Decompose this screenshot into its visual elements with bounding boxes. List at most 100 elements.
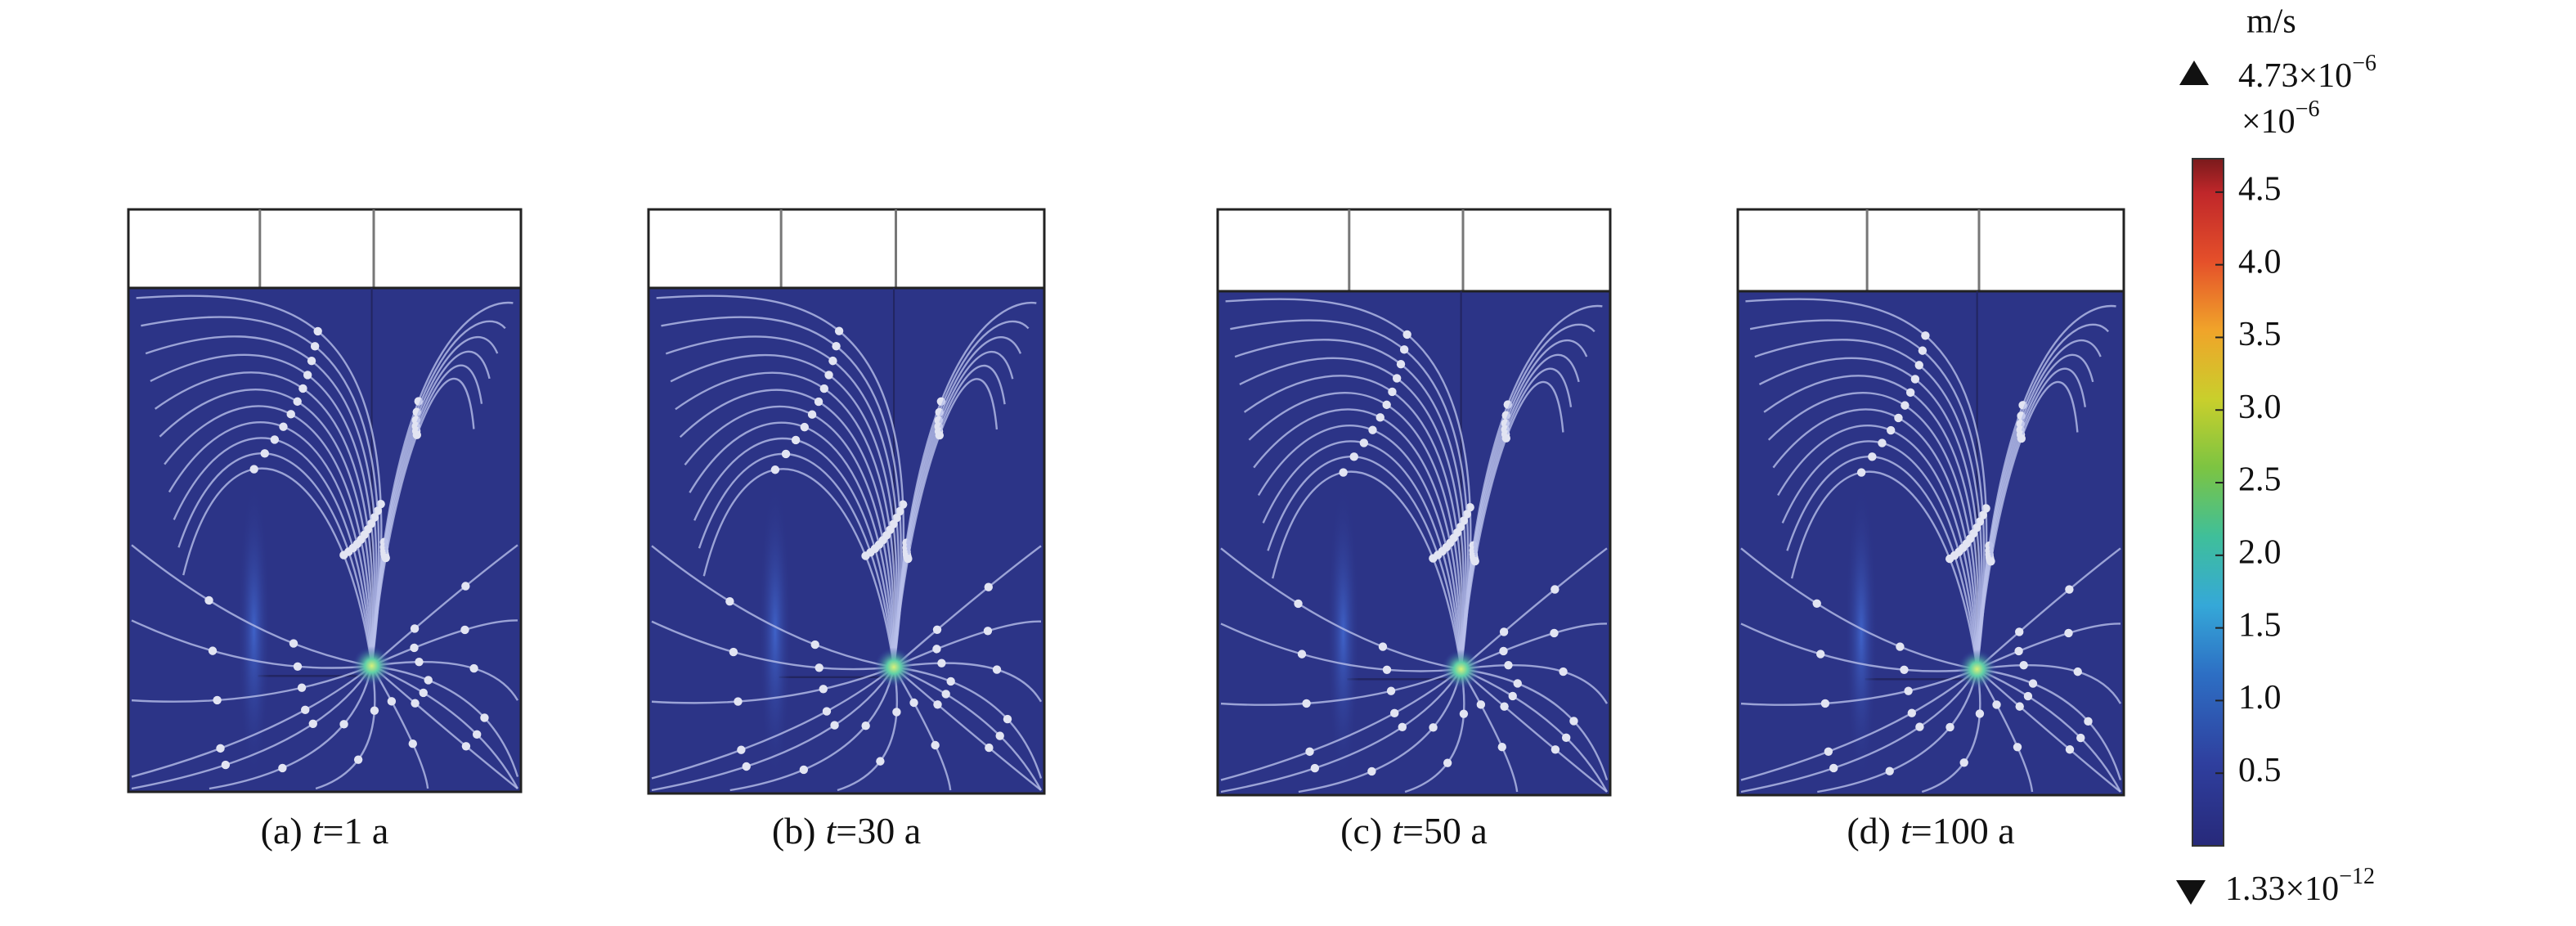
arrow-dot (892, 708, 901, 717)
arrow-dot (1429, 723, 1438, 732)
streamline (136, 294, 383, 667)
source-glow (1441, 650, 1481, 689)
arrow-dot (376, 499, 385, 509)
arrow-dot (992, 665, 1002, 674)
streamline (1272, 470, 1462, 670)
arrow-dot (1500, 702, 1509, 711)
arrow-dot (1824, 747, 1833, 756)
colorbar-tick-label: 0.5 (2238, 752, 2282, 789)
arrow-dot (904, 554, 913, 564)
arrow-dot (1443, 758, 1452, 767)
colorbar-tick-label: 4.5 (2238, 170, 2282, 208)
arrow-dot (1382, 400, 1391, 410)
arrow-dot (1896, 642, 1905, 651)
streamline (1243, 375, 1464, 670)
arrow-dot (303, 371, 312, 380)
panel-header (647, 208, 1046, 290)
arrow-dot (985, 743, 994, 753)
streamline (892, 378, 999, 668)
arrow-dot (1499, 627, 1509, 636)
streamline (1817, 668, 1978, 793)
streamline (651, 666, 895, 792)
arrow-dot (819, 384, 829, 393)
streamline (893, 666, 1042, 791)
arrow-dot (899, 500, 908, 509)
streamline (1298, 668, 1462, 793)
streamline (1461, 663, 1609, 704)
streamline (177, 452, 373, 667)
min-triangle (2176, 880, 2206, 905)
streamline (1977, 668, 2122, 780)
arrow-dot (1868, 452, 1877, 461)
sink-glow (237, 479, 271, 782)
arrow-dot (1294, 599, 1303, 609)
arrow-dot (297, 683, 307, 692)
arrow-dot (791, 435, 801, 445)
colorbar-tick-label: 1.0 (2238, 679, 2282, 717)
streamline (1461, 668, 1609, 780)
streamline (164, 405, 373, 667)
arrow-dot (353, 755, 363, 764)
arrow-dot (1297, 650, 1307, 659)
arrow-dot (946, 677, 955, 686)
arrow-dot (2084, 717, 2093, 726)
arrow-dot (1904, 686, 1913, 695)
arrow-dot (1978, 510, 1987, 519)
arrow-dot (2023, 691, 2033, 701)
arrow-dot (424, 676, 433, 685)
streamline (1758, 357, 1981, 670)
streamline (893, 545, 1042, 668)
streamline (837, 667, 899, 792)
streamlines (131, 294, 519, 790)
arrow-dot (770, 465, 780, 474)
arrow-dot (1378, 642, 1388, 651)
arrow-dot (1894, 413, 1903, 423)
arrow-dot (937, 659, 946, 668)
arrow-dot (221, 760, 231, 770)
arrow-dot (1376, 413, 1384, 422)
arrow-dot (1975, 709, 1985, 718)
arrow-dot (876, 757, 885, 766)
streamline (702, 468, 895, 668)
colorbar-tick-label: 4.0 (2238, 243, 2282, 281)
arrow-dot (1349, 452, 1358, 461)
arrow-dot (1310, 763, 1320, 773)
streamline (679, 389, 895, 668)
arrow-dot (1551, 585, 1560, 594)
panel (127, 208, 523, 793)
arrow-dot (1359, 438, 1369, 447)
caption-value: =30 a (836, 810, 921, 852)
colorbar-tick-label: 1.5 (2238, 606, 2282, 644)
caption-label: (b) (772, 810, 816, 852)
streamline (1740, 668, 1978, 793)
arrow-dot (1907, 708, 1917, 717)
streamline (131, 544, 372, 668)
arrow-dot (1901, 401, 1910, 410)
streamline (182, 467, 373, 667)
streamline (1977, 663, 2122, 704)
arrow-dot (480, 713, 489, 722)
streamline (131, 665, 373, 778)
arrow-dot (932, 625, 942, 635)
arrow-dot (932, 645, 941, 654)
arrow-dot (1429, 554, 1438, 563)
streamline (1220, 668, 1462, 781)
arrow-dot (208, 646, 218, 655)
arrow-dot (941, 690, 950, 699)
streamline (1763, 375, 1980, 670)
panel-header (127, 208, 523, 290)
caption-var: t (1392, 810, 1403, 852)
arrow-dot (800, 422, 810, 432)
arrow-dot (737, 745, 746, 754)
arrow-dot (983, 627, 993, 636)
colorbar-unit: m/s (2246, 3, 2296, 41)
sink-glow (758, 479, 792, 784)
arrow-dot (279, 422, 288, 431)
streamline (1234, 339, 1467, 670)
arrow-dot (249, 465, 258, 474)
streamline (893, 666, 1043, 791)
arrow-dot (411, 699, 420, 708)
streamlines (1740, 298, 2122, 793)
arrow-dot (1465, 502, 1474, 512)
arrow-dot (828, 356, 837, 366)
